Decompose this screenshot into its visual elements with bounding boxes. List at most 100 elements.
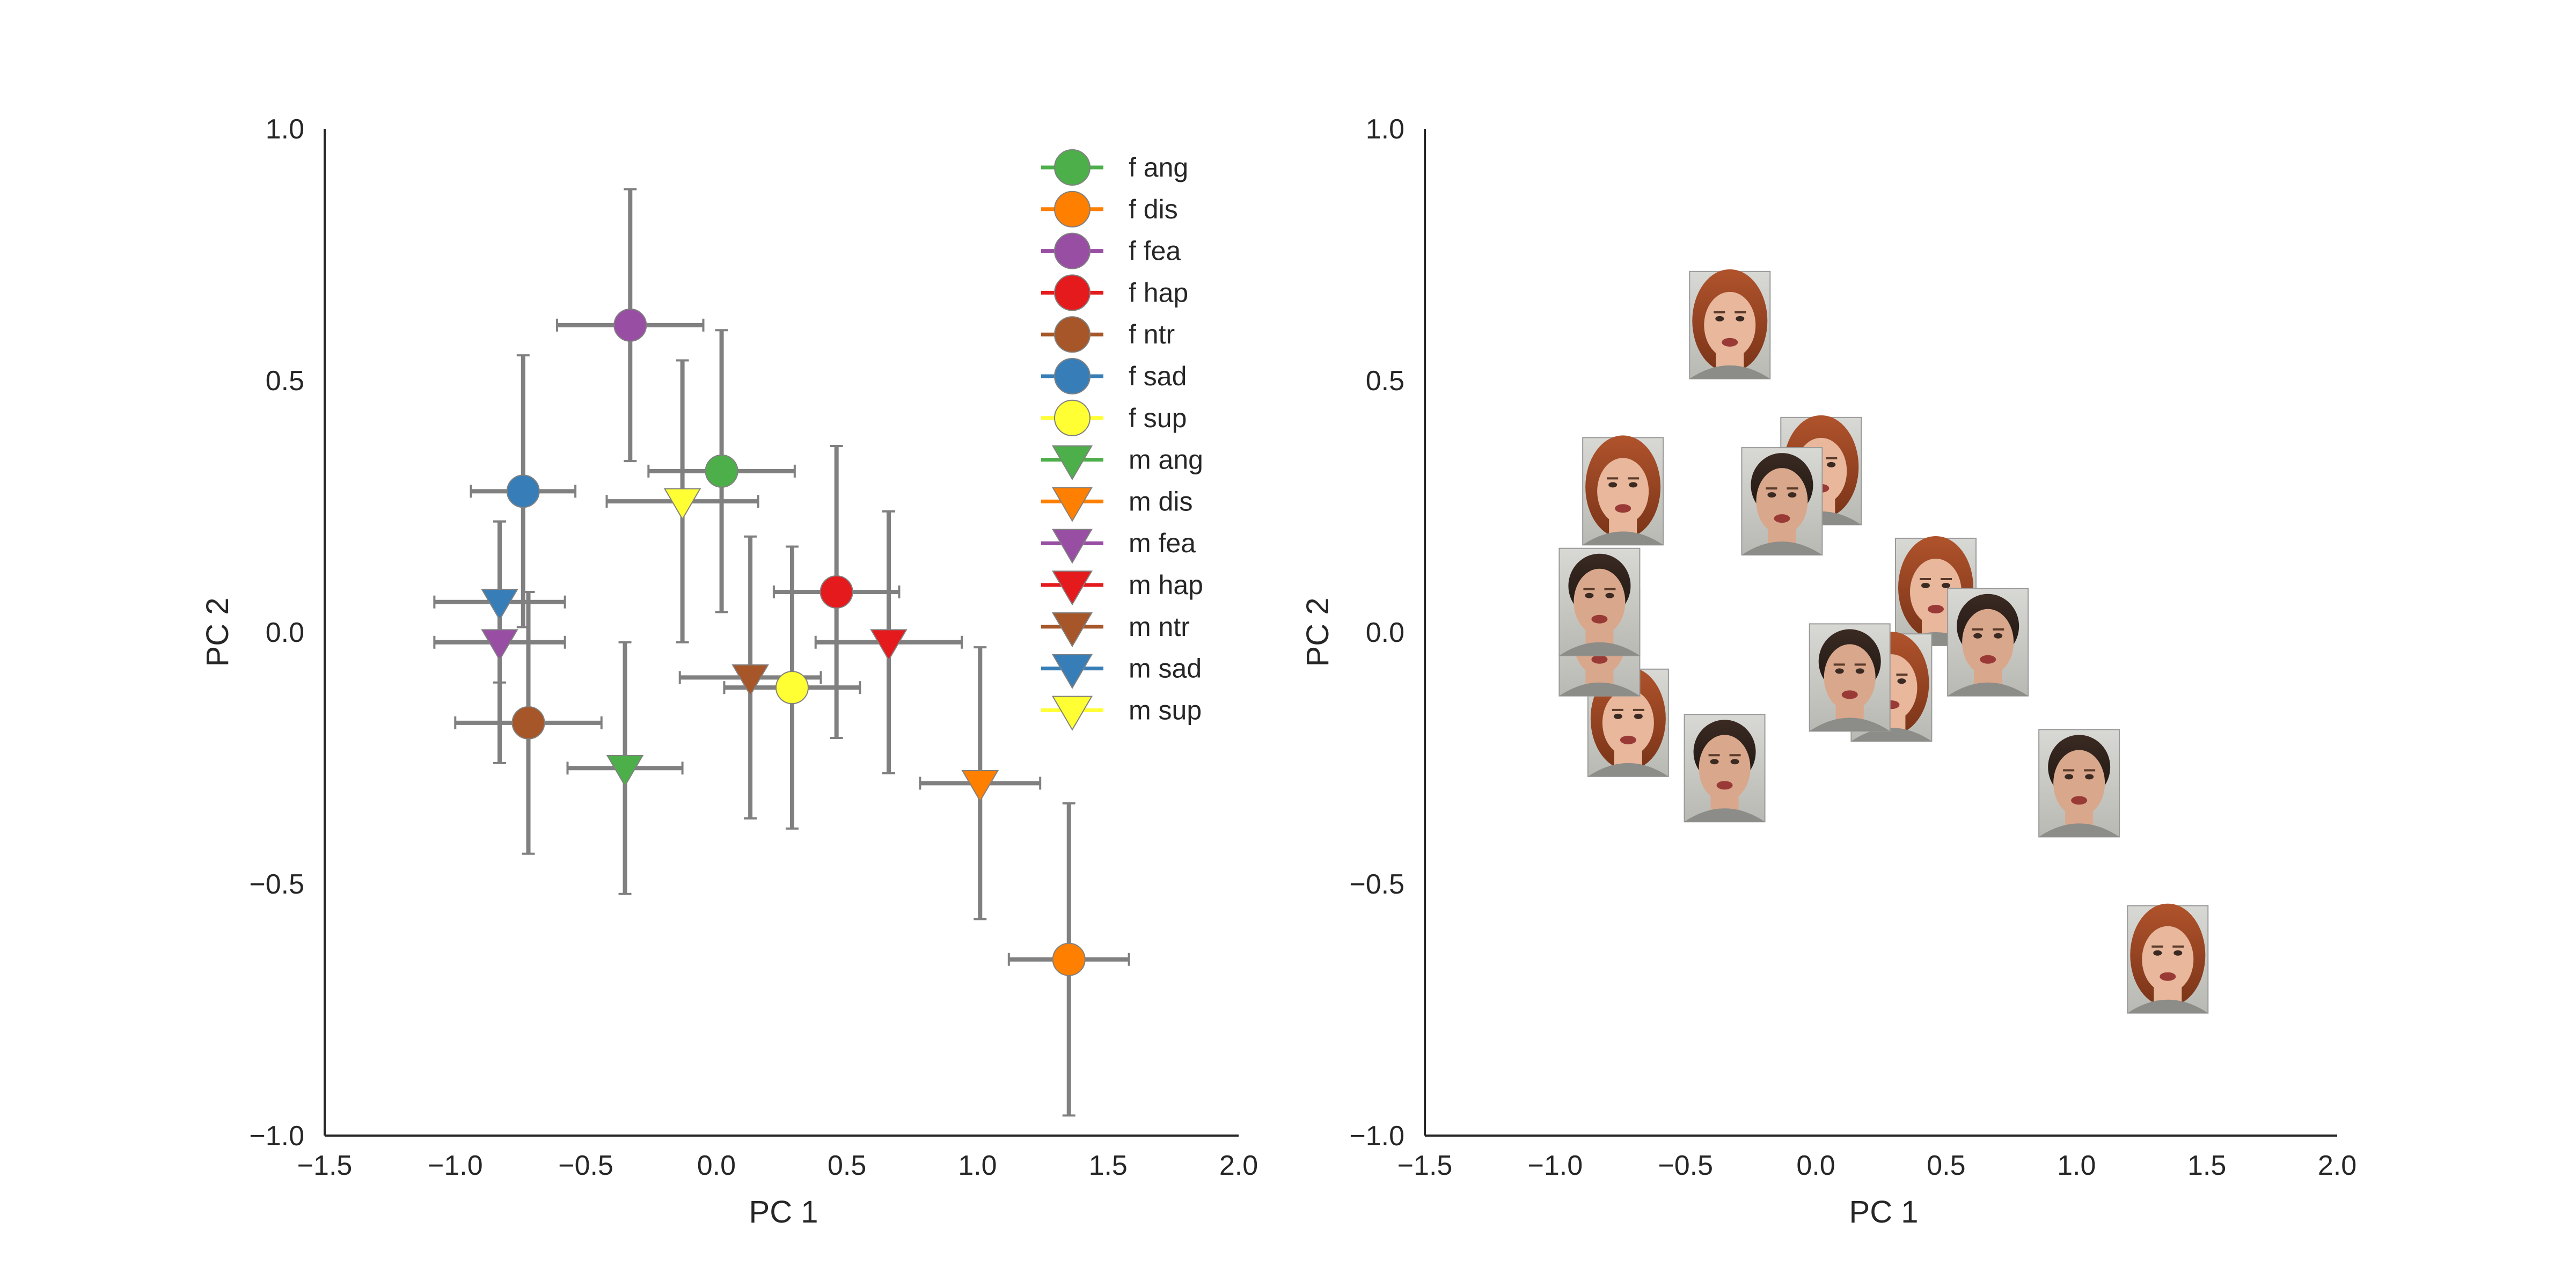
legend-marker <box>1054 358 1091 394</box>
legend-marker <box>1054 274 1091 311</box>
x-tick-label: −0.5 <box>1658 1150 1713 1181</box>
marker-m-hap <box>870 629 908 661</box>
marker-m-dis <box>961 770 999 802</box>
legend-label: m fea <box>1129 528 1196 558</box>
scatter-panel-right: −1.0−0.50.00.51.0 −1.5 −1.0 −0.5 0.0 0.5 1.0 1… <box>1300 114 2357 1230</box>
y-tick-labels: −1.0 −0.5 0.0 0.5 1.0 <box>249 114 304 1152</box>
x-tick-label: 2.0 <box>1219 1150 1258 1181</box>
legend-item-m-dis: m dis <box>1041 486 1192 522</box>
marker-m-sup <box>663 488 701 521</box>
legend-marker <box>1054 399 1091 436</box>
x-tick-label: 0.5 <box>828 1150 866 1181</box>
y-tick-label: −1.0 <box>1349 1121 1404 1152</box>
legend-marker <box>1054 232 1091 269</box>
legend-marker <box>1051 696 1093 731</box>
legend-marker <box>1051 612 1093 648</box>
x-tick-label: −1.5 <box>1397 1150 1453 1181</box>
legend-label: f ang <box>1129 152 1188 182</box>
marker-m-ntr <box>731 664 769 697</box>
legend-label: f dis <box>1129 194 1178 224</box>
face-thumbnails-group <box>1558 269 2209 1014</box>
legend-label: m dis <box>1129 486 1192 516</box>
error-bars-group <box>433 188 1130 1117</box>
legend-label: m ang <box>1129 445 1203 475</box>
marker-f-hap <box>819 575 853 609</box>
y-tick-label: 0.0 <box>266 617 304 648</box>
legend-item-f-sad: f sad <box>1041 358 1187 394</box>
marker-m-ang <box>606 755 644 787</box>
face-thumbnail-m-sad <box>1558 547 1641 656</box>
marker-f-sad <box>506 474 540 508</box>
legend-marker <box>1054 191 1091 228</box>
x-tick-label: 0.0 <box>697 1150 736 1181</box>
y-axis-label: PC 2 <box>1300 598 1335 667</box>
legend-item-f-dis: f dis <box>1041 191 1178 228</box>
legend-item-f-ang: f ang <box>1041 149 1188 186</box>
legend-item-f-hap: f hap <box>1041 274 1188 311</box>
x-tick-label: 1.5 <box>1089 1150 1128 1181</box>
x-tick-label: −1.5 <box>297 1150 353 1181</box>
y-tick-label: 0.5 <box>1366 365 1404 397</box>
legend-label: f hap <box>1129 277 1188 308</box>
legend-item-f-sup: f sup <box>1041 399 1187 436</box>
x-tick-labels: −1.5 −1.0 −0.5 0.0 0.5 1.0 1.5 2.0 <box>297 1150 1258 1181</box>
face-thumbnail-m-ang <box>1684 714 1766 823</box>
face-thumbnail-f-sad <box>1582 435 1664 546</box>
marker-m-sad <box>481 589 518 621</box>
legend: f ang f dis f fea f hap f ntr f sad f sup m ang… <box>1041 149 1203 731</box>
legend-item-f-fea: f fea <box>1041 232 1181 269</box>
x-axis-label: PC 1 <box>1849 1195 1919 1230</box>
y-axis-label: PC 2 <box>200 598 235 667</box>
y-tick-label: −0.5 <box>249 869 304 900</box>
y-tick-label: 0.5 <box>266 365 304 397</box>
legend-item-m-sad: m sad <box>1041 654 1202 689</box>
legend-marker <box>1051 487 1093 522</box>
marker-f-dis <box>1052 942 1086 976</box>
marker-f-sup <box>775 671 809 705</box>
y-tick-label: −1.0 <box>249 1121 304 1152</box>
legend-label: f sad <box>1129 361 1187 391</box>
legend-label: f ntr <box>1129 319 1175 349</box>
face-thumbnail-f-dis <box>2127 903 2209 1014</box>
face-thumbnail-m-sup <box>1741 447 1823 556</box>
legend-item-m-hap: m hap <box>1041 570 1203 606</box>
x-tick-label: 1.0 <box>2057 1150 2096 1181</box>
x-tick-label: −1.0 <box>1528 1150 1583 1181</box>
x-tick-label: 2.0 <box>2318 1150 2357 1181</box>
legend-label: m sad <box>1129 654 1202 684</box>
legend-marker <box>1051 529 1093 564</box>
y-tick-label: 0.0 <box>1366 617 1404 648</box>
legend-label: m ntr <box>1129 612 1190 642</box>
legend-item-m-sup: m sup <box>1041 695 1202 731</box>
legend-label: m hap <box>1129 570 1203 600</box>
legend-item-m-ntr: m ntr <box>1041 612 1190 648</box>
legend-marker <box>1051 654 1093 689</box>
x-tick-label: 0.0 <box>1796 1150 1835 1181</box>
marker-f-fea <box>613 308 647 342</box>
face-thumbnail-m-ntr <box>1809 623 1891 732</box>
marker-f-ntr <box>511 706 545 740</box>
face-thumbnail-m-hap <box>1947 588 2029 697</box>
marker-m-fea <box>481 629 518 661</box>
marker-f-ang <box>705 454 738 488</box>
face-thumbnail-f-fea <box>1689 269 1771 379</box>
legend-item-f-ntr: f ntr <box>1041 316 1175 353</box>
x-tick-label: −1.0 <box>428 1150 483 1181</box>
markers-group <box>481 308 1086 976</box>
legend-marker <box>1051 445 1093 480</box>
y-tick-label: −0.5 <box>1349 869 1404 900</box>
y-tick-labels: −1.0 −0.5 0.0 0.5 1.0 <box>1349 114 1404 1152</box>
legend-item-m-fea: m fea <box>1041 528 1196 564</box>
legend-label: f sup <box>1129 403 1187 433</box>
x-tick-label: 1.5 <box>2187 1150 2226 1181</box>
x-axis-label: PC 1 <box>749 1195 818 1230</box>
legend-item-m-ang: m ang <box>1041 445 1203 480</box>
y-tick-label: 1.0 <box>266 114 304 145</box>
legend-marker <box>1054 149 1091 186</box>
legend-marker <box>1054 316 1091 353</box>
y-tick-label: 1.0 <box>1366 114 1404 145</box>
x-tick-label: −0.5 <box>558 1150 613 1181</box>
x-tick-label: 1.0 <box>958 1150 997 1181</box>
scatter-panel-left: −1.0−0.50.00.51.0 −1.5 −1.0 −0.5 0.0 0.5 1.0 1… <box>200 114 1258 1230</box>
